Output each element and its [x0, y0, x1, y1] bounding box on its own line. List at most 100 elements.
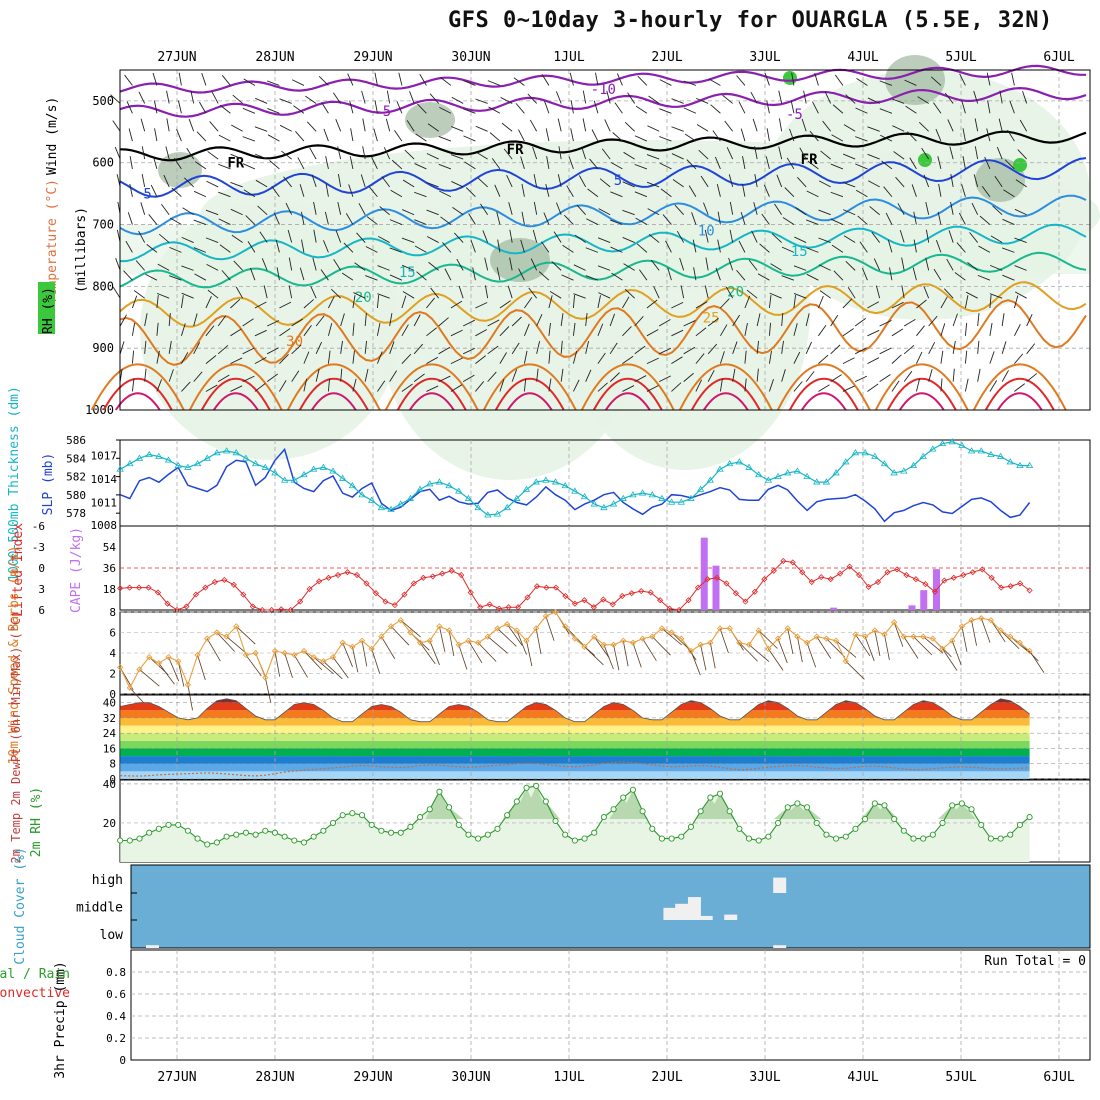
wind-barb — [332, 656, 349, 679]
thickness-markers — [116, 438, 1034, 518]
wind-barb — [205, 325, 215, 337]
wind-barb — [511, 316, 522, 327]
wind-point — [774, 635, 782, 642]
wind-barb — [799, 147, 807, 160]
wind-barb — [912, 267, 917, 281]
li-point — [306, 585, 313, 593]
isotherm-arch — [286, 363, 381, 411]
li-point — [922, 581, 929, 588]
wind-barb — [806, 642, 817, 668]
thickness-point — [145, 450, 153, 458]
isotherm-label: -10 — [591, 82, 616, 98]
wind-barb — [763, 184, 770, 197]
wind-point — [1026, 647, 1033, 655]
wind-barb — [611, 272, 623, 281]
wind-barb — [904, 79, 917, 86]
temp-tick-label: 40 — [103, 697, 116, 710]
wind-barb — [560, 368, 564, 382]
wind-barb — [309, 147, 317, 160]
wind-barb — [438, 346, 451, 355]
thickness-point — [135, 454, 144, 461]
wind-barb — [327, 350, 331, 364]
wind-barb — [778, 90, 783, 104]
li-point — [1017, 580, 1024, 587]
thickness-tick-label: 578 — [66, 507, 86, 520]
wind-point — [658, 625, 666, 632]
wind-barb — [305, 95, 317, 104]
li-point — [884, 569, 891, 576]
wind-barb — [327, 323, 333, 336]
wind-barb — [842, 357, 855, 365]
wind-barb — [584, 646, 604, 666]
wind-barb — [781, 246, 795, 253]
wind-barb — [820, 150, 831, 160]
rh-point — [852, 825, 859, 832]
wind-barb — [242, 107, 256, 114]
wind-barb — [543, 212, 550, 225]
wind-barb — [880, 134, 893, 142]
wind-barb — [708, 78, 721, 86]
wind-barb — [797, 636, 803, 663]
wind-barb — [622, 326, 632, 337]
li-point — [761, 576, 768, 583]
rh-point — [958, 800, 965, 807]
rh-point — [804, 804, 811, 811]
isotherm-label: 25 — [703, 310, 720, 326]
wind-point — [707, 639, 714, 646]
wind-barb — [499, 326, 510, 337]
rh-area-dark — [158, 152, 202, 188]
wind-barb — [893, 622, 904, 647]
rh-point — [726, 808, 733, 815]
wind-barb — [311, 174, 317, 188]
rh-point — [639, 808, 646, 815]
wind-barb — [180, 295, 184, 309]
wind-barb — [627, 92, 636, 104]
wind-barb — [854, 375, 868, 383]
thickness-point — [948, 438, 956, 445]
li-point — [154, 589, 162, 596]
temp-band — [120, 756, 1030, 764]
wind-barb — [830, 344, 841, 355]
wind-barb — [925, 229, 930, 243]
li-point — [524, 594, 531, 601]
li-point — [931, 588, 938, 595]
wind-barb — [487, 636, 508, 654]
wind-barb — [530, 258, 538, 271]
temp-line — [120, 698, 1030, 723]
wind-point — [861, 633, 869, 640]
li-point — [600, 596, 607, 603]
wind-barb — [323, 128, 329, 142]
wind-barb — [470, 239, 476, 253]
li-point — [647, 589, 654, 596]
rh-point — [745, 835, 753, 842]
wind-barb — [536, 341, 541, 354]
wind-barb — [551, 261, 562, 271]
wind-barb — [146, 243, 158, 253]
wind-point — [397, 617, 404, 624]
wind-barb — [352, 322, 355, 336]
wind-barb — [705, 257, 709, 271]
wind-barb — [489, 132, 501, 142]
rh-point — [300, 839, 308, 846]
wind-barb — [364, 340, 368, 354]
wind-barb — [947, 119, 954, 132]
wind-barb — [138, 91, 146, 104]
wind-barb — [217, 374, 230, 383]
isotherm-arch — [408, 392, 455, 411]
wind-barb — [690, 650, 701, 676]
wind-barb — [462, 319, 476, 327]
wind-barb — [1017, 149, 1027, 160]
wind-barb — [426, 385, 439, 392]
wind-point — [745, 641, 753, 648]
wind-point — [436, 623, 443, 630]
wind-barb — [413, 343, 424, 355]
wind-barb — [729, 201, 734, 215]
wind-barb — [283, 176, 293, 188]
wind-barb — [679, 257, 685, 271]
wind-barb — [292, 79, 305, 86]
wind-barb — [658, 347, 672, 355]
wind-barb — [558, 146, 562, 160]
wind-barb — [917, 96, 929, 104]
wind-barb — [610, 162, 623, 170]
wind-barb — [419, 74, 427, 86]
